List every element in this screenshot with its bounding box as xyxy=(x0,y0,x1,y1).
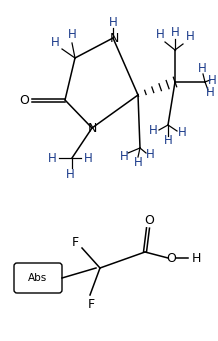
Text: H: H xyxy=(171,26,179,39)
Text: O: O xyxy=(166,252,176,265)
Text: H: H xyxy=(120,150,128,163)
Text: H: H xyxy=(208,74,216,87)
Text: H: H xyxy=(191,252,201,265)
Text: N: N xyxy=(109,31,119,44)
FancyBboxPatch shape xyxy=(14,263,62,293)
Text: F: F xyxy=(87,297,95,311)
Text: H: H xyxy=(66,167,74,180)
Text: F: F xyxy=(72,237,78,250)
Text: H: H xyxy=(48,151,56,164)
Text: H: H xyxy=(206,86,214,99)
Text: H: H xyxy=(164,133,172,147)
Text: O: O xyxy=(19,93,29,106)
Text: H: H xyxy=(149,123,157,136)
Text: H: H xyxy=(68,29,76,42)
Text: H: H xyxy=(84,151,92,164)
Text: H: H xyxy=(134,157,142,169)
Text: H: H xyxy=(186,30,194,44)
Text: H: H xyxy=(146,148,154,162)
Text: H: H xyxy=(156,29,164,42)
Text: Abs: Abs xyxy=(28,273,48,283)
Text: N: N xyxy=(87,121,97,134)
Text: H: H xyxy=(178,125,186,138)
Text: H: H xyxy=(109,15,117,29)
Text: O: O xyxy=(144,213,154,226)
Text: H: H xyxy=(51,36,59,49)
Text: H: H xyxy=(198,61,206,74)
